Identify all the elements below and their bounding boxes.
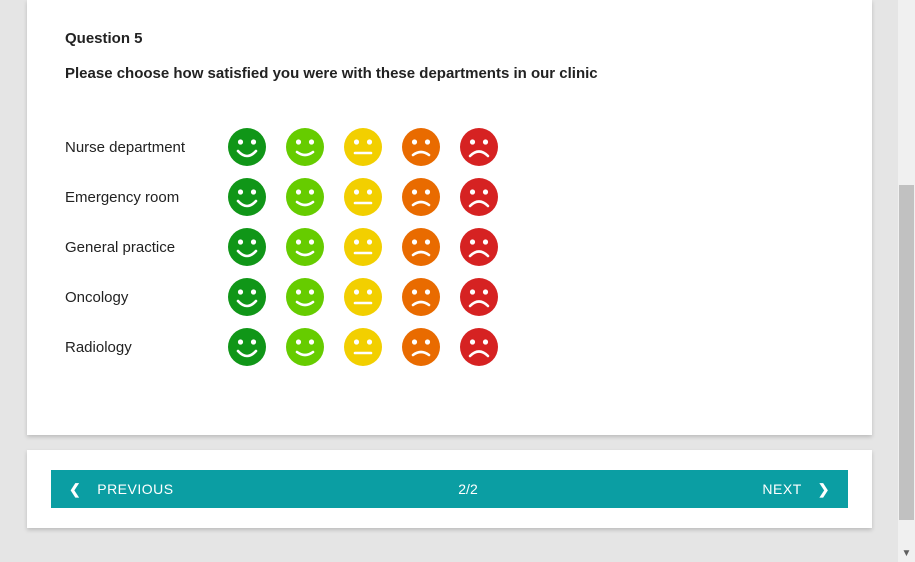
smiley-unhappy-icon[interactable] xyxy=(401,227,441,267)
smiley-happy-icon[interactable] xyxy=(285,327,325,367)
smiley-very-happy-icon[interactable] xyxy=(227,177,267,217)
smiley-neutral-icon[interactable] xyxy=(343,277,383,317)
smiley-happy-icon[interactable] xyxy=(285,227,325,267)
smiley-happy-icon[interactable] xyxy=(285,127,325,167)
page-indicator: 2/2 xyxy=(174,481,763,497)
navigation-bar: ❮ PREVIOUS 2/2 NEXT ❯ xyxy=(51,470,848,508)
smiley-group xyxy=(227,327,499,367)
matrix-row: Emergency room xyxy=(65,172,834,222)
chevron-left-icon: ❮ xyxy=(69,481,81,498)
question-text: Please choose how satisfied you were wit… xyxy=(65,65,834,82)
smiley-neutral-icon[interactable] xyxy=(343,127,383,167)
row-label: Radiology xyxy=(65,339,227,356)
smiley-group xyxy=(227,177,499,217)
smiley-very-unhappy-icon[interactable] xyxy=(459,327,499,367)
smiley-very-unhappy-icon[interactable] xyxy=(459,277,499,317)
smiley-neutral-icon[interactable] xyxy=(343,327,383,367)
smiley-unhappy-icon[interactable] xyxy=(401,177,441,217)
previous-button[interactable]: ❮ PREVIOUS xyxy=(69,481,174,498)
smiley-unhappy-icon[interactable] xyxy=(401,127,441,167)
row-label: Emergency room xyxy=(65,189,227,206)
smiley-very-happy-icon[interactable] xyxy=(227,127,267,167)
rating-matrix: Nurse department Emergency room xyxy=(65,122,834,372)
smiley-happy-icon[interactable] xyxy=(285,277,325,317)
navigation-card: ❮ PREVIOUS 2/2 NEXT ❯ xyxy=(27,450,872,528)
question-card: Question 5 Please choose how satisfied y… xyxy=(27,0,872,435)
smiley-neutral-icon[interactable] xyxy=(343,177,383,217)
question-number: Question 5 xyxy=(65,30,834,47)
smiley-unhappy-icon[interactable] xyxy=(401,327,441,367)
smiley-neutral-icon[interactable] xyxy=(343,227,383,267)
smiley-very-unhappy-icon[interactable] xyxy=(459,227,499,267)
vertical-scrollbar[interactable]: ▼ xyxy=(898,0,915,562)
row-label: Oncology xyxy=(65,289,227,306)
matrix-row: Nurse department xyxy=(65,122,834,172)
smiley-very-unhappy-icon[interactable] xyxy=(459,177,499,217)
scrollbar-thumb[interactable] xyxy=(899,185,914,520)
smiley-unhappy-icon[interactable] xyxy=(401,277,441,317)
smiley-very-happy-icon[interactable] xyxy=(227,327,267,367)
smiley-group xyxy=(227,227,499,267)
smiley-very-happy-icon[interactable] xyxy=(227,277,267,317)
smiley-very-happy-icon[interactable] xyxy=(227,227,267,267)
previous-label: PREVIOUS xyxy=(97,481,173,497)
row-label: Nurse department xyxy=(65,139,227,156)
smiley-group xyxy=(227,127,499,167)
scroll-down-arrow-icon[interactable]: ▼ xyxy=(898,545,915,562)
matrix-row: Radiology xyxy=(65,322,834,372)
smiley-happy-icon[interactable] xyxy=(285,177,325,217)
row-label: General practice xyxy=(65,239,227,256)
next-label: NEXT xyxy=(762,481,801,497)
next-button[interactable]: NEXT ❯ xyxy=(762,481,830,498)
smiley-group xyxy=(227,277,499,317)
chevron-right-icon: ❯ xyxy=(818,481,830,498)
smiley-very-unhappy-icon[interactable] xyxy=(459,127,499,167)
matrix-row: Oncology xyxy=(65,272,834,322)
matrix-row: General practice xyxy=(65,222,834,272)
